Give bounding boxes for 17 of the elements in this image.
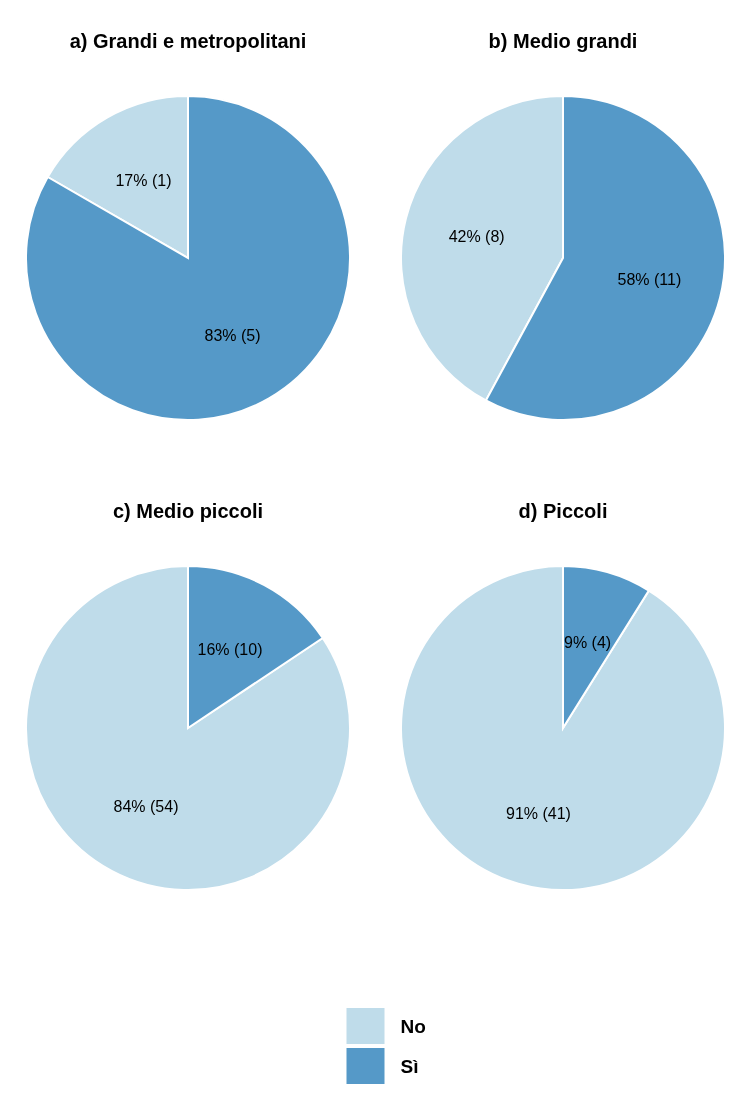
legend-label: Sì — [400, 1055, 419, 1077]
data-label: 58% (11) — [617, 271, 682, 289]
chart-title: a) Grandi e metropolitani — [69, 30, 307, 52]
chart-title: c) Medio piccoli — [112, 500, 264, 522]
pie-slice — [400, 565, 726, 891]
data-label: 42% (8) — [448, 227, 505, 245]
data-label: 9% (4) — [564, 633, 612, 651]
data-label: 84% (54) — [113, 798, 179, 816]
data-label: 91% (41) — [505, 805, 571, 823]
chart-title: b) Medio grandi — [488, 30, 638, 52]
data-label: 16% (10) — [197, 641, 263, 659]
data-label: 83% (5) — [204, 326, 261, 344]
legend-label: No — [400, 1015, 426, 1037]
data-label: 17% (1) — [115, 172, 172, 190]
pie-slice — [25, 565, 351, 891]
pie-slice — [25, 95, 351, 421]
chart-title: d) Piccoli — [518, 500, 608, 522]
